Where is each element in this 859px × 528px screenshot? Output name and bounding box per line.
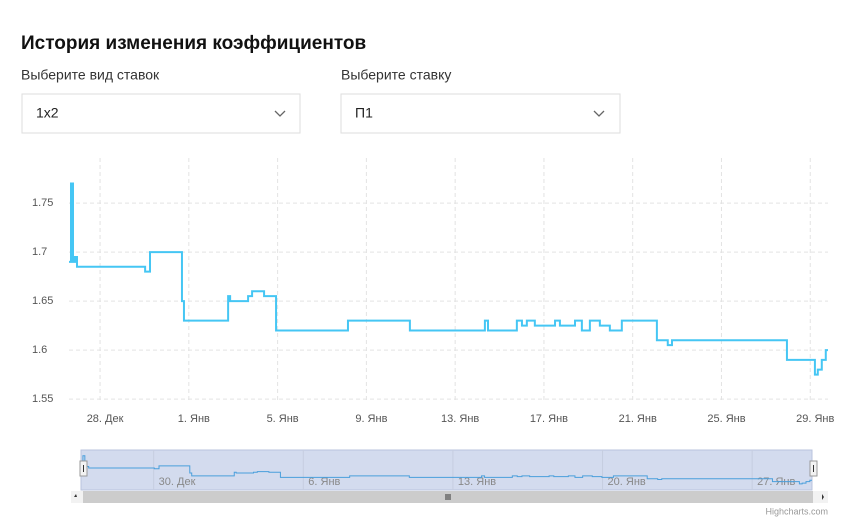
select-box[interactable] (21, 93, 301, 134)
nav-handle[interactable] (809, 460, 818, 477)
select[interactable]: П1 (340, 93, 621, 134)
nav-tick-label: 30. Дек (159, 476, 196, 488)
scroll-grip (445, 494, 451, 500)
nav-handle[interactable] (79, 460, 88, 477)
select[interactable]: 1x2 (21, 93, 301, 134)
filter-label: Выберите ставку (341, 67, 451, 83)
select-value: П1 (355, 105, 373, 121)
nav-tick-label: 6. Янв (308, 476, 340, 488)
page-title: История изменения коэффициентов (21, 33, 366, 54)
x-tick-label: 13. Янв (441, 413, 479, 425)
nav-tick-label: 13. Янв (458, 476, 496, 488)
x-tick-label: 5. Янв (267, 413, 299, 425)
x-tick-label: 1. Янв (178, 413, 210, 425)
x-tick-label: 29. Янв (796, 413, 834, 425)
scroll-arrow[interactable] (822, 494, 824, 500)
chevron (593, 110, 605, 117)
line (81, 455, 812, 485)
filter-label: Выберите вид ставок (21, 67, 160, 83)
navigator: 30. Дек 6. Янв 13. Янв 20. Янв 27. Янв (81, 450, 812, 490)
x-tick-label: 25. Янв (707, 413, 745, 425)
x-tick-label: 21. Янв (619, 413, 657, 425)
scroll-arrow[interactable] (74, 494, 77, 497)
y-tick-label: 1.55 (32, 393, 53, 405)
x-tick-label: 17. Янв (530, 413, 568, 425)
chevron (274, 110, 286, 117)
y-tick-label: 1.75 (32, 197, 53, 209)
line (69, 182, 828, 376)
credits[interactable]: Highcharts.com (765, 506, 828, 516)
select-box[interactable] (340, 93, 621, 134)
plot: 1.55 1.6 1.65 1.7 1.75 28. Дек 1. Янв 5. Янв 9. … (32, 158, 835, 425)
nav-tick-label: 20. Янв (608, 476, 646, 488)
x-tick-label: 9. Янв (355, 413, 387, 425)
y-tick-label: 1.6 (32, 344, 47, 356)
select-value: 1x2 (36, 105, 59, 121)
y-tick-label: 1.7 (32, 246, 47, 258)
x-tick-label: 28. Дек (87, 413, 124, 425)
y-tick-label: 1.65 (32, 295, 53, 307)
